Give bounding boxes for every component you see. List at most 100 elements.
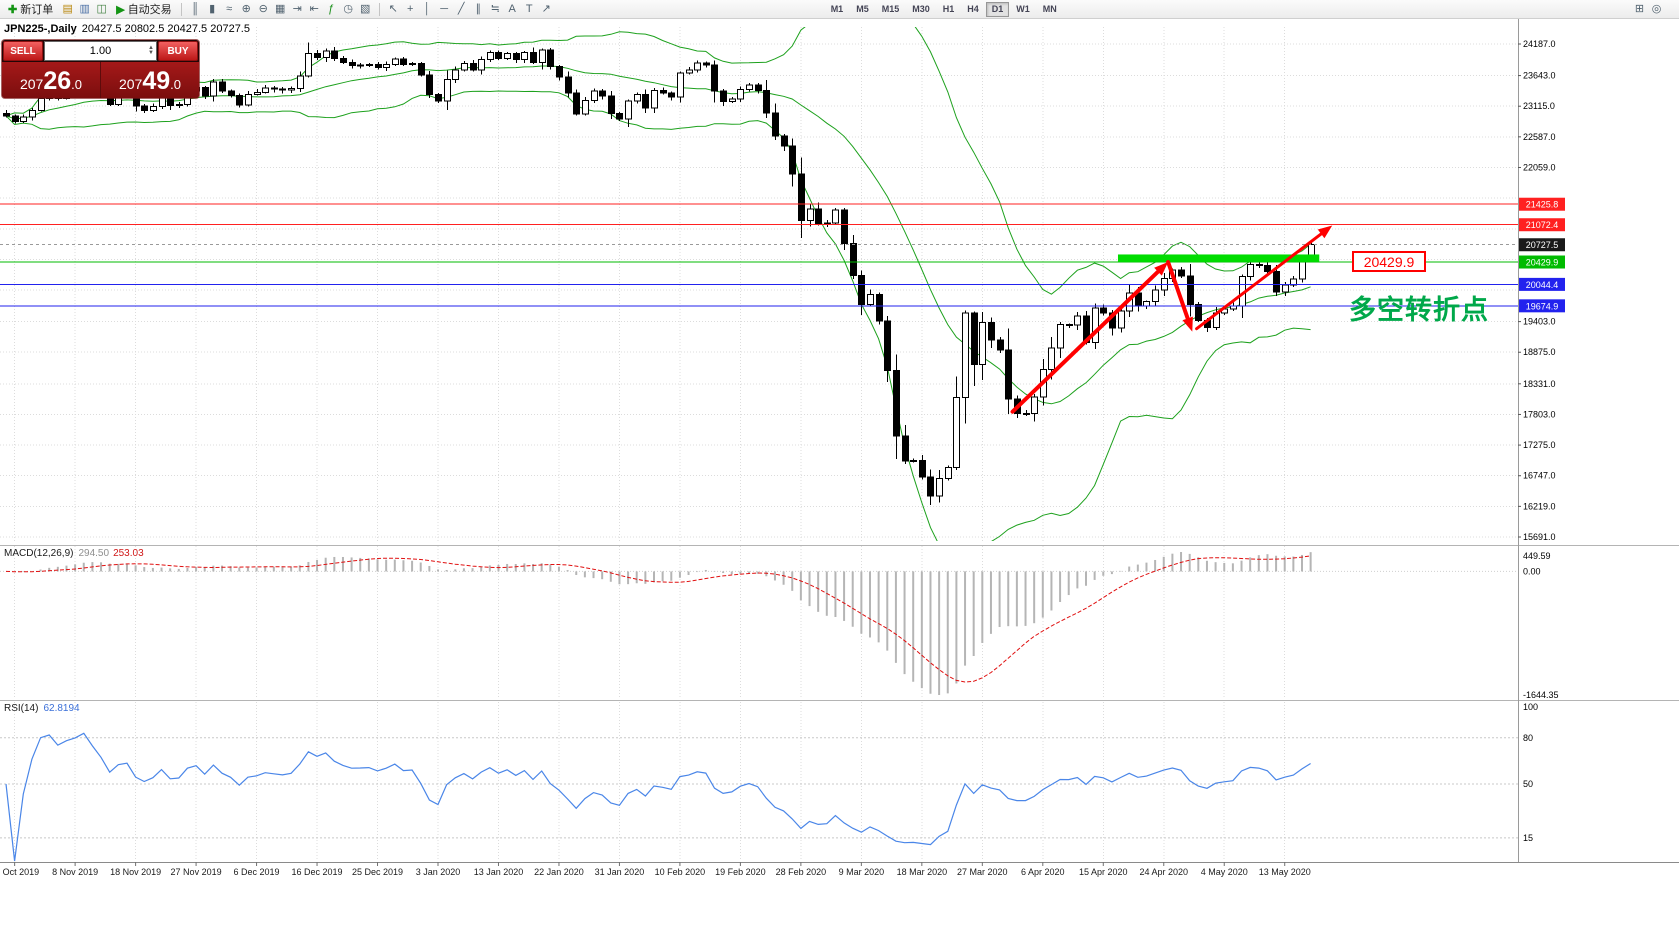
svg-text:18875.0: 18875.0 bbox=[1523, 347, 1556, 357]
svg-text:17803.0: 17803.0 bbox=[1523, 409, 1556, 419]
timeframe-button-mn[interactable]: MN bbox=[1037, 2, 1063, 17]
svg-text:27 Mar 2020: 27 Mar 2020 bbox=[957, 867, 1008, 877]
toolbar: ✚ 新订单 ▤ ▥ ◫ ▶ 自动交易 ║ ▮ ≈ ⊕ ⊖ ▦ ⇥ ⇤ ƒ ◷ ▧ ↖ + │ ─ ╱ ∥ ≒ A T ↗ … bbox=[0, 0, 1679, 19]
timeframe-button-h4[interactable]: H4 bbox=[961, 2, 985, 17]
svg-text:20727.5: 20727.5 bbox=[1526, 240, 1559, 250]
macd-axis-labels: 449.59 0.00 -1644.35 bbox=[1523, 551, 1559, 700]
zoom-in-icon[interactable]: ⊕ bbox=[241, 3, 251, 15]
svg-text:13 May 2020: 13 May 2020 bbox=[1259, 867, 1311, 877]
svg-text:16747.0: 16747.0 bbox=[1523, 471, 1556, 481]
timeframe-button-m5[interactable]: M5 bbox=[850, 2, 875, 17]
svg-text:15 Apr 2020: 15 Apr 2020 bbox=[1079, 867, 1128, 877]
profiles-icon[interactable]: ▥ bbox=[79, 3, 90, 15]
timeframe-button-m1[interactable]: M1 bbox=[825, 2, 850, 17]
toolbar-separator bbox=[180, 2, 182, 16]
periods-icon[interactable]: ◷ bbox=[343, 3, 353, 15]
svg-text:6 Dec 2019: 6 Dec 2019 bbox=[234, 867, 280, 877]
timeframe-button-w1[interactable]: W1 bbox=[1010, 2, 1036, 17]
templates-icon[interactable]: ▧ bbox=[359, 3, 371, 15]
label-icon[interactable]: T bbox=[525, 3, 533, 15]
volume-input[interactable]: 1.00 ▲ ▼ bbox=[44, 41, 157, 61]
chart-shift-icon[interactable]: ⇤ bbox=[309, 3, 319, 15]
panel-separators bbox=[0, 545, 1679, 863]
svg-text:22059.0: 22059.0 bbox=[1523, 162, 1556, 172]
svg-text:30 Oct 2019: 30 Oct 2019 bbox=[0, 867, 39, 877]
sell-button[interactable]: SELL bbox=[3, 41, 43, 61]
svg-text:0.00: 0.00 bbox=[1523, 566, 1541, 576]
svg-text:22 Jan 2020: 22 Jan 2020 bbox=[534, 867, 584, 877]
bollinger-upper bbox=[5, 27, 1311, 295]
svg-text:28 Feb 2020: 28 Feb 2020 bbox=[776, 867, 827, 877]
rsi-value: 62.8194 bbox=[43, 703, 80, 714]
new-chart-icon[interactable]: ▤ bbox=[62, 3, 73, 15]
pivot-annotation-text: 多空转折点 bbox=[1349, 295, 1489, 325]
spin-down-icon[interactable]: ▼ bbox=[148, 50, 154, 56]
bar-chart-icon[interactable]: ║ bbox=[191, 3, 200, 15]
price-line-flags: 21425.8 21072.4 20727.5 20429.9 20044.4 19674… bbox=[1519, 197, 1565, 313]
trendline-icon[interactable]: ╱ bbox=[457, 3, 465, 15]
fibonacci-icon[interactable]: ≒ bbox=[490, 3, 500, 15]
crosshair-icon[interactable]: + bbox=[406, 3, 414, 15]
auto-trading-label: 自动交易 bbox=[127, 4, 172, 16]
horizontal-line-icon[interactable]: ─ bbox=[440, 3, 449, 15]
macd-signal-line bbox=[5, 555, 1311, 683]
zoom-out-icon[interactable]: ⊖ bbox=[258, 3, 268, 15]
new-order-label: 新订单 bbox=[20, 4, 54, 16]
toolbar-icon-group: ⊞ ◎ bbox=[1631, 1, 1665, 17]
bollinger-middle bbox=[5, 65, 1311, 405]
arrows-icon[interactable]: ↗ bbox=[541, 3, 551, 15]
macd-histogram bbox=[13, 552, 1312, 695]
svg-text:27 Nov 2019: 27 Nov 2019 bbox=[171, 867, 222, 877]
toolbar-icon-group: ↖ + │ ─ ╱ ∥ ≒ A T ↗ bbox=[385, 1, 555, 17]
svg-text:13 Jan 2020: 13 Jan 2020 bbox=[474, 867, 524, 877]
volume-value: 1.00 bbox=[89, 45, 112, 57]
new-order-button[interactable]: ✚ 新订单 bbox=[4, 1, 57, 18]
buy-button[interactable]: BUY bbox=[158, 41, 198, 61]
support-zone-bar bbox=[1117, 254, 1320, 262]
one-click-trading-panel: SELL 1.00 ▲ ▼ BUY 207 26.0 207 49.0 bbox=[2, 40, 199, 98]
svg-text:17275.0: 17275.0 bbox=[1523, 440, 1556, 450]
svg-text:6 Apr 2020: 6 Apr 2020 bbox=[1021, 867, 1065, 877]
candlestick-chart-icon[interactable]: ▮ bbox=[209, 3, 216, 15]
indicators-icon[interactable]: ƒ bbox=[328, 3, 335, 15]
svg-text:15691.0: 15691.0 bbox=[1523, 532, 1556, 542]
buy-price-big: 49 bbox=[142, 67, 171, 95]
toolbar-separator bbox=[378, 2, 380, 16]
svg-text:19674.9: 19674.9 bbox=[1526, 301, 1559, 311]
tile-windows-icon[interactable]: ▦ bbox=[274, 3, 286, 15]
svg-text:16219.0: 16219.0 bbox=[1523, 501, 1556, 511]
spin-up-icon[interactable]: ▲ bbox=[148, 45, 154, 51]
timeframe-button-h1[interactable]: H1 bbox=[937, 2, 961, 17]
search-icon[interactable]: ◎ bbox=[1651, 3, 1662, 15]
vertical-line-icon[interactable]: │ bbox=[423, 3, 431, 15]
svg-text:31 Jan 2020: 31 Jan 2020 bbox=[595, 867, 645, 877]
time-axis-labels: 30 Oct 2019 8 Nov 2019 18 Nov 2019 27 Nov 2… bbox=[0, 862, 1311, 877]
svg-text:19 Feb 2020: 19 Feb 2020 bbox=[715, 867, 766, 877]
timeframe-button-m15[interactable]: M15 bbox=[876, 2, 906, 17]
sell-price: 207 26.0 bbox=[2, 62, 100, 98]
new-window-icon[interactable]: ⊞ bbox=[1634, 3, 1645, 15]
cursor-icon[interactable]: ↖ bbox=[388, 3, 398, 15]
timeframe-group: M1 M5 M15 M30 H1 H4 D1 W1 MN bbox=[825, 1, 1063, 17]
volume-spinner[interactable]: ▲ ▼ bbox=[148, 42, 154, 60]
bollinger-lower bbox=[5, 90, 1311, 541]
line-chart-icon[interactable]: ≈ bbox=[226, 3, 233, 15]
auto-scroll-icon[interactable]: ⇥ bbox=[292, 3, 302, 15]
channel-icon[interactable]: ∥ bbox=[475, 3, 481, 15]
buy-price-decimal: .0 bbox=[170, 77, 181, 92]
data-window-icon[interactable]: ◫ bbox=[96, 3, 107, 15]
horizontal-level-lines bbox=[0, 203, 1518, 307]
auto-trading-icon: ▶ bbox=[116, 3, 125, 16]
timeframe-button-m30[interactable]: M30 bbox=[906, 2, 936, 17]
svg-text:4 May 2020: 4 May 2020 bbox=[1201, 867, 1248, 877]
buy-price-prefix: 207 bbox=[118, 76, 143, 92]
timeframe-button-d1[interactable]: D1 bbox=[985, 1, 1010, 17]
text-icon[interactable]: A bbox=[508, 3, 516, 15]
svg-text:25 Dec 2019: 25 Dec 2019 bbox=[352, 867, 403, 877]
auto-trading-button[interactable]: ▶ 自动交易 bbox=[112, 1, 175, 18]
svg-text:100: 100 bbox=[1523, 702, 1538, 712]
svg-text:9 Mar 2020: 9 Mar 2020 bbox=[839, 867, 885, 877]
trend-arrows bbox=[1010, 225, 1333, 414]
svg-text:3 Jan 2020: 3 Jan 2020 bbox=[416, 867, 461, 877]
